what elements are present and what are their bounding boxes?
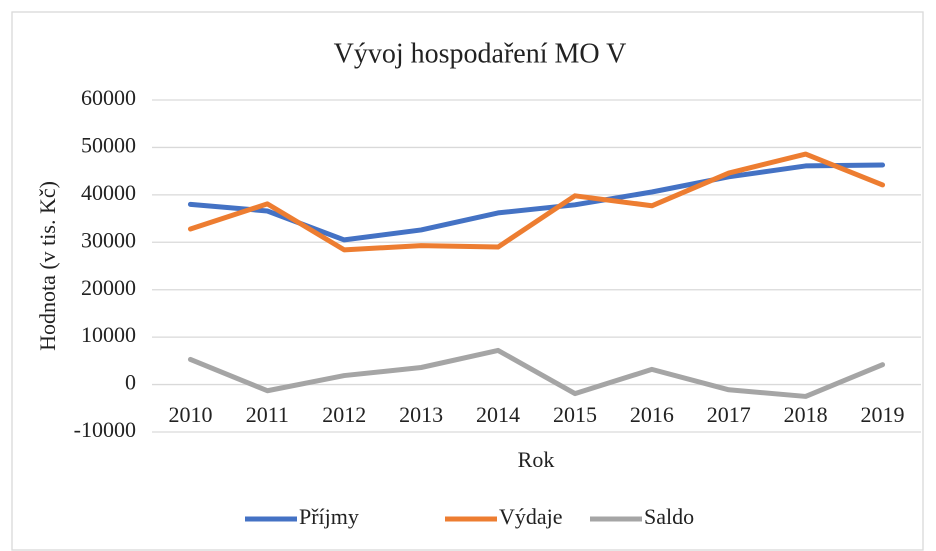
chart-border	[11, 11, 924, 551]
line-series	[187, 347, 886, 399]
y-tick-label: 0	[125, 370, 136, 395]
y-tick-label: -10000	[74, 417, 136, 442]
legend-label: Příjmy	[299, 504, 359, 529]
y-tick-label: 40000	[81, 180, 136, 205]
x-tick-label: 2017	[707, 402, 751, 427]
y-axis-label: Hodnota (v tis. Kč)	[35, 181, 60, 351]
x-tick-label: 2013	[399, 402, 443, 427]
y-tick-label: 20000	[81, 275, 136, 300]
x-tick-label: 2019	[861, 402, 905, 427]
y-tick-label: 10000	[81, 322, 136, 347]
y-tick-label: 50000	[81, 132, 136, 157]
x-tick-label: 2014	[476, 402, 520, 427]
x-tick-label: 2012	[322, 402, 366, 427]
x-tick-label: 2018	[784, 402, 828, 427]
chart-title: Vývoj hospodaření MO V	[334, 38, 627, 69]
x-tick-label: 2016	[630, 402, 674, 427]
y-tick-label: 30000	[81, 227, 136, 252]
x-tick-label: 2010	[168, 402, 212, 427]
x-tick-label: 2015	[553, 402, 597, 427]
legend-label: Výdaje	[499, 504, 563, 529]
x-axis-label: Rok	[518, 447, 555, 472]
line-series	[187, 151, 886, 253]
y-tick-label: 60000	[81, 85, 136, 110]
legend-label: Saldo	[644, 504, 694, 529]
x-tick-label: 2011	[246, 402, 289, 427]
